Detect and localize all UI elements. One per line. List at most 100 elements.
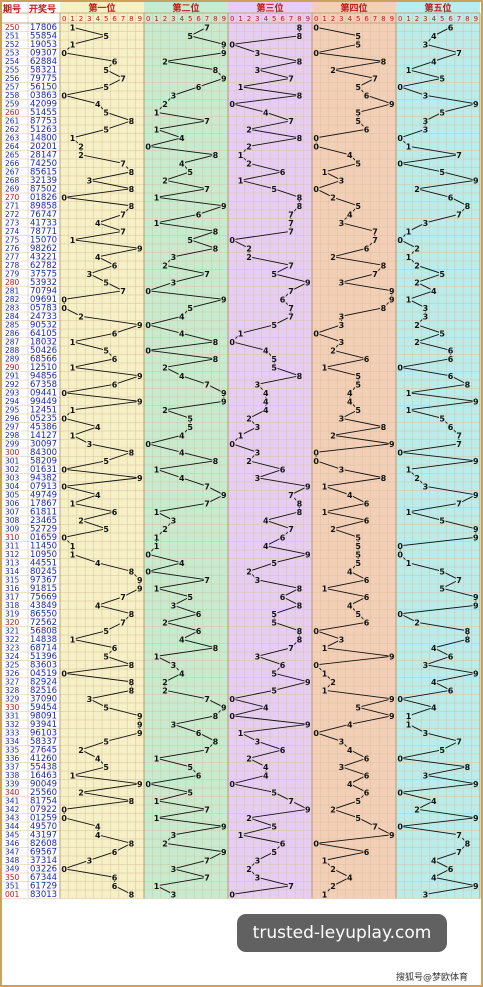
digit-mark-bg	[287, 286, 295, 295]
digit-mark-bg	[119, 159, 127, 168]
digit-mark: 9	[221, 295, 227, 304]
draw-number: 55438	[30, 763, 57, 773]
digit-mark-bg	[86, 694, 93, 703]
digit-mark-bg	[161, 57, 169, 66]
digit-mark-bg	[363, 575, 370, 584]
digit-mark-bg	[422, 482, 429, 491]
digit-mark-bg	[170, 864, 177, 873]
digit-mark: 0	[313, 329, 319, 338]
digit-mark-bg	[195, 771, 202, 780]
digit-mark-bg	[145, 286, 152, 295]
digit-mark-bg	[321, 890, 328, 899]
issue-number: 342	[5, 805, 20, 814]
draw-number: 87753	[30, 117, 57, 127]
digit-mark-bg	[338, 737, 345, 746]
digit-mark-bg	[61, 388, 68, 397]
digit-mark: 3	[171, 661, 177, 670]
digit-mark-bg	[455, 847, 463, 856]
digit-mark: 6	[112, 329, 118, 338]
digit-mark: 5	[271, 363, 277, 372]
digit-mark: 5	[355, 83, 361, 92]
digit-mark-bg	[447, 864, 454, 873]
digit-mark-bg	[287, 490, 295, 499]
draw-number: 37314	[30, 856, 57, 866]
draw-number: 37090	[30, 695, 57, 705]
digit-mark-bg	[439, 516, 446, 525]
digit-mark-bg	[153, 584, 160, 593]
digit-mark: 3	[171, 601, 177, 610]
digit-mark: 8	[213, 151, 219, 160]
digit-mark: 2	[162, 176, 168, 185]
issue-number: 300	[5, 448, 20, 457]
issue-number: 291	[5, 372, 20, 381]
digit-mark-bg	[363, 847, 370, 856]
issue-number: 279	[5, 270, 20, 279]
digit-mark-bg	[229, 890, 236, 899]
issue-number: 296	[5, 414, 20, 423]
issue-number: 259	[5, 100, 20, 109]
digit-mark-bg	[455, 830, 463, 839]
digit-mark: 1	[406, 295, 412, 304]
digit-mark-bg	[287, 74, 295, 83]
digit-mark: 6	[112, 355, 118, 364]
digit-mark: 7	[288, 304, 294, 313]
digit-mark-bg	[153, 796, 160, 805]
digit-mark-bg	[422, 312, 429, 321]
digit-mark-bg	[279, 465, 286, 474]
digit-mark: 1	[154, 193, 160, 202]
digit-mark: 6	[364, 355, 370, 364]
digit-mark: 0	[61, 389, 67, 398]
digit-mark-bg	[203, 805, 211, 814]
digit-column-label: 8	[213, 15, 217, 23]
issue-number: 317	[5, 593, 20, 602]
digit-mark-bg	[195, 609, 202, 618]
digit-mark-bg	[439, 269, 446, 278]
digit-mark-bg	[220, 40, 227, 49]
digit-mark: 6	[112, 380, 118, 389]
digit-mark-bg	[422, 91, 429, 100]
digit-mark: 0	[313, 627, 319, 636]
draw-number: 09441	[30, 389, 57, 399]
digit-mark-bg	[103, 278, 110, 287]
digit-mark: 0	[397, 550, 403, 559]
digit-mark: 0	[397, 695, 403, 704]
digit-mark: 8	[297, 627, 303, 636]
issue-number: 280	[5, 278, 20, 287]
digit-mark-bg	[170, 516, 177, 525]
digit-mark: 4	[95, 559, 101, 568]
digit-mark-bg	[464, 839, 471, 848]
digit-mark-bg	[346, 490, 353, 499]
digit-mark-bg	[111, 873, 118, 882]
digit-mark-bg	[279, 295, 286, 304]
digit-mark-bg	[195, 210, 202, 219]
digit-mark-bg	[254, 380, 261, 389]
digit-mark: 1	[406, 66, 412, 75]
digit-mark: 3	[423, 304, 429, 313]
digit-mark: 8	[381, 304, 387, 313]
digit-mark: 4	[179, 312, 185, 321]
digit-mark: 9	[473, 814, 479, 823]
digit-mark: 9	[473, 669, 479, 678]
digit-mark-bg	[439, 745, 446, 754]
digit-column-label: 4	[348, 15, 353, 23]
digit-mark: 0	[229, 780, 235, 789]
digit-mark: 5	[187, 32, 193, 41]
digit-mark: 3	[339, 338, 345, 347]
digit-mark: 4	[431, 32, 437, 41]
digit-mark-bg	[439, 414, 446, 423]
digit-column-label: 7	[373, 15, 377, 23]
digit-mark: 3	[171, 865, 177, 874]
draw-number: 89858	[30, 202, 57, 212]
digit-mark-bg	[388, 711, 395, 720]
digit-mark: 1	[322, 168, 328, 177]
digit-mark-bg	[103, 31, 110, 40]
issue-number: 332	[5, 720, 20, 729]
digit-mark: 2	[330, 865, 336, 874]
digit-mark: 3	[255, 737, 261, 746]
digit-mark-bg	[203, 184, 211, 193]
digit-mark: 7	[288, 312, 294, 321]
draw-number: 52729	[30, 525, 57, 535]
digit-mark-bg	[430, 643, 437, 652]
digit-mark: 6	[364, 576, 370, 585]
digit-mark-bg	[220, 201, 227, 210]
